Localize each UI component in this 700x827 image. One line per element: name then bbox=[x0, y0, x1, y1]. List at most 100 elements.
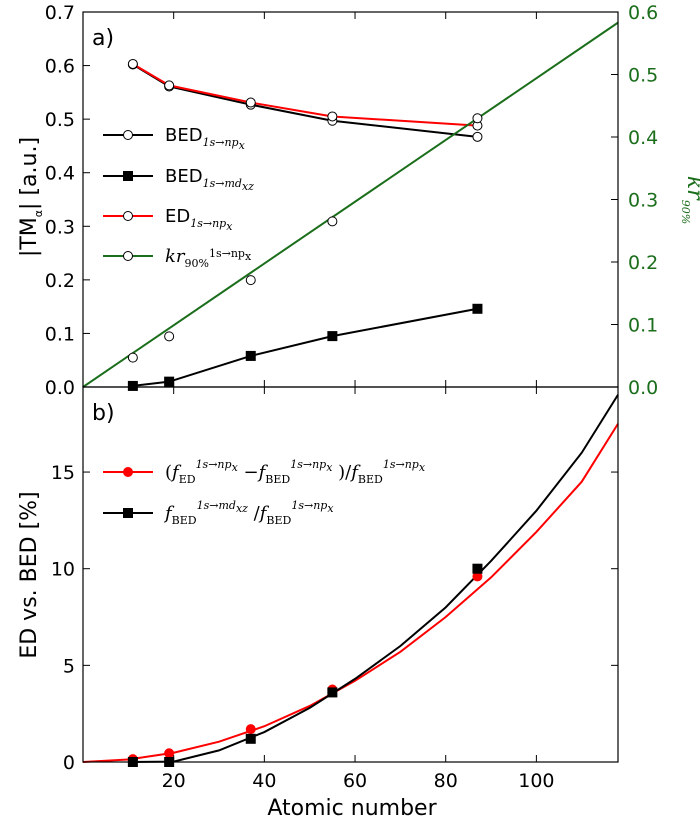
legend-text-subsub: xz bbox=[242, 180, 254, 193]
panel-a-point-1 bbox=[245, 350, 256, 361]
legend-supsub: xz bbox=[236, 502, 248, 515]
panel-b-point-1 bbox=[245, 733, 256, 744]
panel-b-ylabel: ED vs. BED [%] bbox=[17, 491, 42, 658]
panel-b-point-0 bbox=[164, 748, 175, 759]
panel-a-legend-entry: BED1s→npx bbox=[103, 125, 246, 152]
panel-a-ytick-right-label: 0.5 bbox=[628, 65, 658, 87]
panel-a-ytick-label: 0.1 bbox=[45, 323, 75, 345]
panel-a: 0.0 0.1 0.2 0.3 0.4 0.5 0.6 0.7 0.0 0.1 0.2 0.3 0.4 0… bbox=[45, 2, 658, 399]
panel-a-ylabel: |TMα| [a.u.] bbox=[17, 137, 45, 257]
panel-b-series-curve-1 bbox=[128, 394, 619, 763]
legend-label: BED1s→npx bbox=[165, 125, 246, 152]
legend-label: (fED1s→npx −fBED1s→npx )/fBED1s→npx bbox=[165, 458, 426, 486]
legend-sup: 1s→np bbox=[290, 458, 326, 471]
legend-paren: ( bbox=[165, 462, 172, 483]
panel-a-series-line-3 bbox=[82, 21, 619, 388]
legend-supsub: x bbox=[419, 461, 426, 474]
legend-supsub: x bbox=[232, 461, 239, 474]
panel-a-ytick-label: 0.5 bbox=[45, 109, 75, 131]
panel-a-ytick-label: 0.2 bbox=[45, 270, 75, 292]
panel-b-ytick-label: 15 bbox=[51, 462, 75, 484]
panel-a-point-1 bbox=[472, 303, 483, 314]
panel-b-xlabel: Atomic number bbox=[267, 796, 437, 821]
legend-text-sub: 1s→md bbox=[203, 177, 242, 190]
legend-label: BED1s→mdxz bbox=[165, 166, 254, 193]
legend-supsub: x bbox=[326, 461, 333, 474]
legend-marker bbox=[123, 467, 133, 477]
panel-b-legend-entry: fBED1s→mdxz /fBED1s→npx bbox=[103, 499, 334, 527]
panel-a-ytick-label: 0.7 bbox=[45, 2, 75, 24]
legend-sup: 1s→md bbox=[197, 499, 236, 512]
legend-close: )/ bbox=[332, 462, 352, 483]
panel-a-ytick-label: 0.6 bbox=[45, 56, 75, 78]
panel-a-point-3 bbox=[127, 352, 138, 363]
panel-b: 0 5 10 15 20 40 60 80 100 (fED1s→npx −fBED1s→npx … bbox=[51, 386, 619, 792]
panel-b-ytick-label: 5 bbox=[63, 655, 75, 677]
panel-b-frame bbox=[82, 386, 619, 763]
panel-a-ytick-label: 0.3 bbox=[45, 216, 75, 238]
legend-sup: 1s→np bbox=[383, 458, 419, 471]
panel-a-point-1 bbox=[127, 380, 138, 391]
panel-a-point-1 bbox=[164, 376, 175, 387]
panel-a-ytick-label: 0.0 bbox=[45, 377, 75, 399]
panel-b-point-1 bbox=[327, 687, 338, 698]
panel-a-frame bbox=[82, 11, 619, 388]
panel-a-point-3 bbox=[327, 216, 338, 227]
panel-a-point-3 bbox=[245, 275, 256, 286]
legend-text-sub: 1s→np bbox=[203, 136, 239, 149]
legend-sub: BED bbox=[265, 473, 290, 486]
panel-b-label: b) bbox=[92, 401, 115, 426]
legend-marker bbox=[123, 130, 133, 140]
panel-a-point-2 bbox=[245, 97, 256, 108]
legend-sup: 1s→np bbox=[196, 458, 232, 471]
panel-b-ytick-label: 0 bbox=[63, 752, 75, 774]
panel-a-ytick-label: 0.4 bbox=[45, 163, 75, 185]
panel-a-ytick-right-label: 0.3 bbox=[628, 190, 658, 212]
legend-slash: / bbox=[248, 503, 261, 524]
panel-a-ytick-right-label: 0.4 bbox=[628, 127, 658, 149]
legend-sub: ED bbox=[179, 473, 196, 486]
panel-b-point-0 bbox=[245, 724, 256, 735]
panel-a-ylabel-right: kr90% bbox=[679, 176, 700, 224]
panel-a-point-3 bbox=[164, 331, 175, 342]
legend-text-name: BED bbox=[165, 125, 203, 146]
legend-marker bbox=[123, 211, 133, 221]
legend-text-sub: 1s→np bbox=[190, 217, 226, 230]
panel-b-xtick-label: 40 bbox=[252, 770, 276, 792]
legend-label: kr90%1s→npx bbox=[165, 246, 252, 270]
panel-b-ytick-label: 10 bbox=[51, 559, 75, 581]
panel-a-ytick-right-label: 0.2 bbox=[628, 252, 658, 274]
panel-b-xtick-label: 100 bbox=[518, 770, 554, 792]
legend-sub: BED bbox=[172, 514, 197, 527]
legend-text-sub: 90% bbox=[185, 257, 209, 270]
legend-text-name: ED bbox=[165, 206, 190, 227]
legend-sup: 1s→np bbox=[291, 499, 327, 512]
panel-a-point-1 bbox=[327, 331, 338, 342]
panel-a-label: a) bbox=[92, 26, 114, 51]
legend-sub: BED bbox=[358, 473, 383, 486]
panel-a-point-2 bbox=[127, 58, 138, 69]
legend-marker bbox=[123, 171, 133, 181]
panel-a-legend-entry: kr90%1s→npx bbox=[103, 246, 252, 270]
panel-a-ytick-right-label: 0.0 bbox=[628, 377, 658, 399]
legend-text-subsub: x bbox=[239, 139, 246, 152]
legend-text-subsub: x bbox=[226, 220, 233, 233]
panel-a-ytick-right-label: 0.1 bbox=[628, 315, 658, 337]
panel-a-ytick-right-label: 0.6 bbox=[628, 2, 658, 24]
legend-label: ED1s→npx bbox=[165, 206, 233, 233]
panel-a-series-line-1 bbox=[132, 307, 478, 387]
legend-text-supsub: x bbox=[245, 250, 252, 263]
panel-a-point-0 bbox=[472, 131, 483, 142]
panel-a-point-3 bbox=[472, 113, 483, 124]
legend-text-name: BED bbox=[165, 166, 203, 187]
panel-a-point-2 bbox=[327, 111, 338, 122]
panel-a-point-2 bbox=[164, 80, 175, 91]
panel-b-legend-entry: (fED1s→npx −fBED1s→npx )/fBED1s→npx bbox=[103, 458, 426, 486]
legend-supsub: x bbox=[327, 502, 334, 515]
panel-a-legend-entry: ED1s→npx bbox=[103, 206, 233, 233]
legend-text-sup: 1s→np bbox=[209, 247, 245, 260]
panel-b-xtick-label: 20 bbox=[162, 770, 186, 792]
legend-minus: − bbox=[238, 462, 259, 483]
panel-b-xtick-label: 80 bbox=[434, 770, 458, 792]
